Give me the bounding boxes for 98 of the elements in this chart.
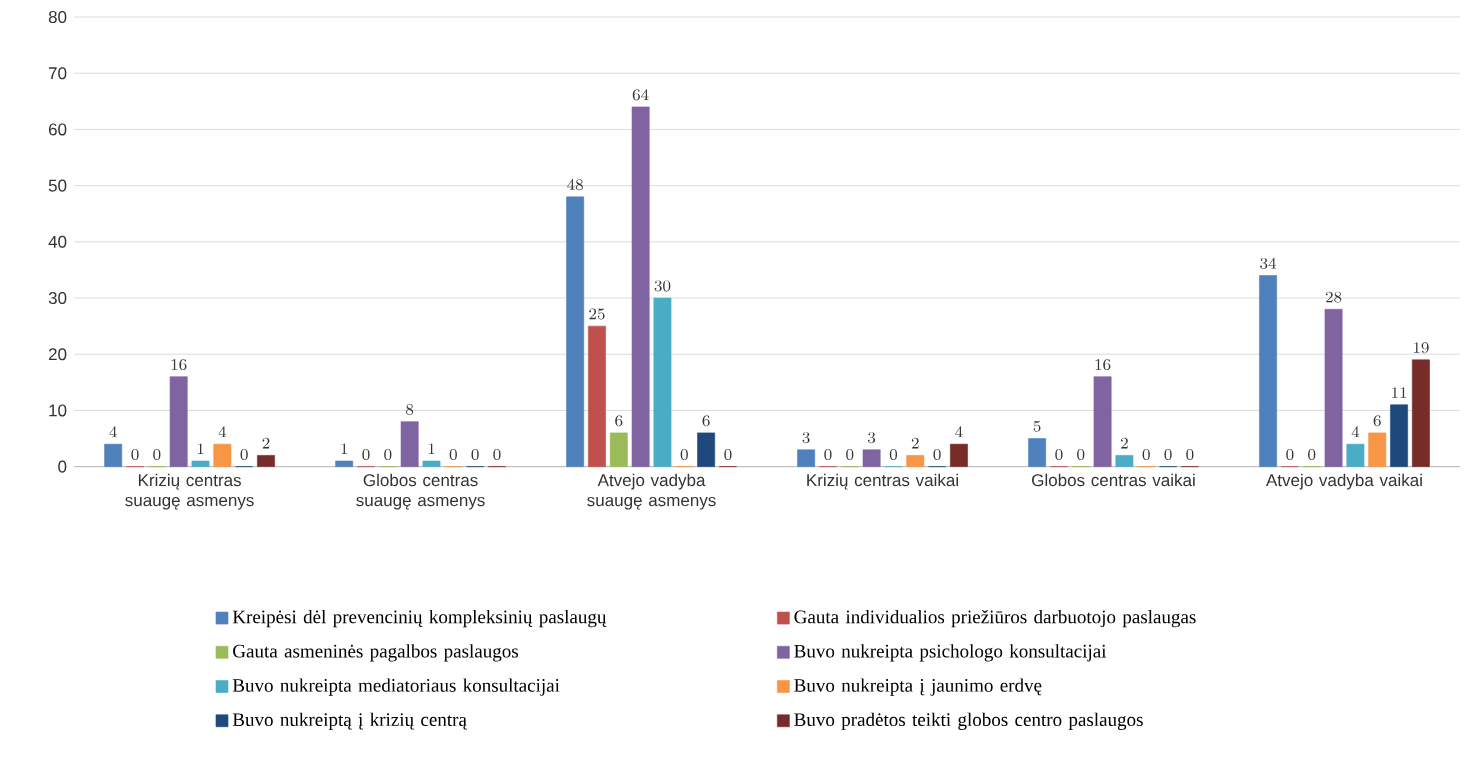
data-label: 16 xyxy=(1095,359,1111,371)
legend-label: Buvo nukreipta į jaunimo erdvę xyxy=(794,678,1042,696)
bar xyxy=(1411,359,1430,467)
data-label: 4 xyxy=(955,426,963,438)
data-label: 2 xyxy=(1121,437,1128,449)
bar xyxy=(257,455,275,467)
bar xyxy=(950,443,968,467)
data-label: 6 xyxy=(1373,415,1381,427)
bar xyxy=(697,432,716,467)
data-label: 0 xyxy=(824,448,832,460)
bar xyxy=(906,455,925,467)
data-label: 0 xyxy=(240,448,248,460)
bar xyxy=(1346,443,1365,467)
data-label: 0 xyxy=(1055,448,1063,460)
y-tick-label: 40 xyxy=(48,235,67,248)
bar xyxy=(213,443,232,467)
data-label: 30 xyxy=(654,280,671,292)
data-label: 0 xyxy=(724,448,732,460)
data-label: 0 xyxy=(1077,448,1085,460)
y-tick-label: 50 xyxy=(48,179,67,192)
y-tick-label: 80 xyxy=(48,11,67,24)
data-label: 0 xyxy=(449,448,457,460)
y-tick-label: 0 xyxy=(58,460,67,473)
x-tick-label: Globos centras suaugę asmenys xyxy=(356,473,485,510)
bar xyxy=(653,297,672,467)
legend-label: Buvo nukreipta mediatoriaus konsultacijai xyxy=(232,678,560,696)
data-label: 0 xyxy=(889,448,897,460)
bar xyxy=(588,325,606,467)
y-tick-label: 70 xyxy=(48,67,67,80)
data-label: 25 xyxy=(589,308,605,320)
bar xyxy=(1115,455,1134,467)
data-label: 4 xyxy=(109,426,117,438)
legend-label: Buvo nukreiptą į krizių centrą xyxy=(232,712,468,730)
legend-label: Buvo nukreipta psichologo konsultacijai xyxy=(794,644,1107,662)
data-label: 19 xyxy=(1413,342,1429,354)
x-tick-label: Globos centras vaikai xyxy=(1032,473,1195,487)
data-label: 0 xyxy=(362,448,370,460)
legend-label: Kreipėsi dėl prevencinių kompleksinių paslaugų xyxy=(232,609,607,628)
data-label: 6 xyxy=(615,415,623,427)
bar xyxy=(400,421,419,467)
data-label: 0 xyxy=(1186,448,1194,460)
bar xyxy=(1390,404,1408,467)
data-label: 64 xyxy=(632,89,649,101)
data-label: 2 xyxy=(262,437,270,449)
legend-label: Buvo pradėtos teikti globos centro paslaugos xyxy=(794,712,1143,730)
data-label: 0 xyxy=(1308,448,1316,460)
data-label: 34 xyxy=(1260,257,1277,269)
bar xyxy=(1368,432,1387,467)
y-tick-label: 10 xyxy=(49,404,67,417)
bar xyxy=(1093,376,1112,467)
data-label: 16 xyxy=(171,359,187,371)
data-label: 0 xyxy=(1164,448,1172,460)
data-label: 1 xyxy=(341,443,348,455)
bar xyxy=(335,460,354,467)
data-label: 1 xyxy=(197,443,204,455)
data-label: 0 xyxy=(384,448,392,460)
data-label: 0 xyxy=(493,448,501,460)
y-tick-label: 60 xyxy=(48,123,67,136)
x-tick-label: Krizių centras suaugę asmenys xyxy=(125,473,254,510)
data-label: 11 xyxy=(1392,387,1407,398)
x-tick-label: Atvejo vadyba vaikai xyxy=(1265,473,1422,490)
bar xyxy=(609,432,628,467)
legend-label: Gauta individualios priežiūros darbuotojo paslaugas xyxy=(794,609,1196,628)
data-label: 8 xyxy=(406,404,414,416)
bar xyxy=(1324,308,1343,467)
data-label: 0 xyxy=(846,448,854,460)
data-label: 2 xyxy=(911,437,919,449)
data-label: 6 xyxy=(702,415,710,427)
bar xyxy=(566,196,585,467)
bar xyxy=(631,106,650,467)
x-tick-label: Atvejo vadyba suaugę asmenys xyxy=(587,473,716,510)
data-label: 0 xyxy=(933,448,941,460)
x-tick-label: Krizių centras vaikai xyxy=(807,473,958,490)
data-label: 48 xyxy=(567,179,583,191)
data-label: 0 xyxy=(131,448,139,460)
bar xyxy=(104,443,123,467)
bar xyxy=(191,460,210,467)
bar xyxy=(862,449,881,467)
data-label: 0 xyxy=(1142,448,1150,460)
bar xyxy=(169,376,188,467)
data-label: 0 xyxy=(153,448,161,460)
data-label: 3 xyxy=(802,432,810,444)
y-tick-label: 20 xyxy=(48,348,67,361)
data-label: 4 xyxy=(1351,426,1360,438)
data-label: 1 xyxy=(428,443,435,455)
legend-label: Gauta asmeninės pagalbos paslaugos xyxy=(233,644,519,662)
data-label: 5 xyxy=(1033,420,1041,432)
bar xyxy=(1259,275,1277,467)
bar xyxy=(422,460,441,467)
data-label: 0 xyxy=(680,448,688,460)
data-label: 0 xyxy=(471,448,479,460)
data-label: 0 xyxy=(1286,448,1294,460)
data-label: 28 xyxy=(1325,291,1342,303)
y-tick-label: 30 xyxy=(48,292,67,305)
data-label: 3 xyxy=(868,432,876,444)
data-label: 4 xyxy=(218,426,227,438)
bar xyxy=(1028,438,1047,467)
bar xyxy=(797,449,816,467)
